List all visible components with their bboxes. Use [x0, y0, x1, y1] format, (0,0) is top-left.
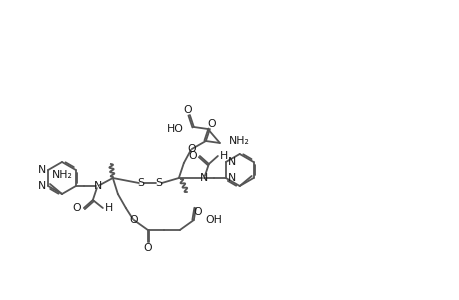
Text: HO: HO: [167, 124, 184, 134]
Text: N: N: [227, 173, 235, 183]
Text: N: N: [199, 173, 207, 183]
Text: NH₂: NH₂: [229, 136, 250, 146]
Text: O: O: [193, 207, 202, 217]
Text: O: O: [187, 144, 196, 154]
Text: O: O: [72, 203, 81, 213]
Text: O: O: [188, 151, 196, 161]
Text: N: N: [38, 165, 46, 175]
Text: OH: OH: [206, 215, 222, 225]
Text: O: O: [129, 215, 138, 225]
Text: NH₂: NH₂: [51, 170, 72, 180]
Text: H: H: [219, 151, 228, 161]
Text: O: O: [207, 119, 216, 129]
Text: N: N: [38, 181, 46, 191]
Text: S: S: [155, 178, 162, 188]
Text: S: S: [137, 178, 144, 188]
Text: N: N: [227, 157, 235, 167]
Text: N: N: [94, 181, 102, 191]
Text: H: H: [105, 203, 113, 213]
Text: O: O: [183, 105, 192, 115]
Text: O: O: [143, 243, 152, 253]
